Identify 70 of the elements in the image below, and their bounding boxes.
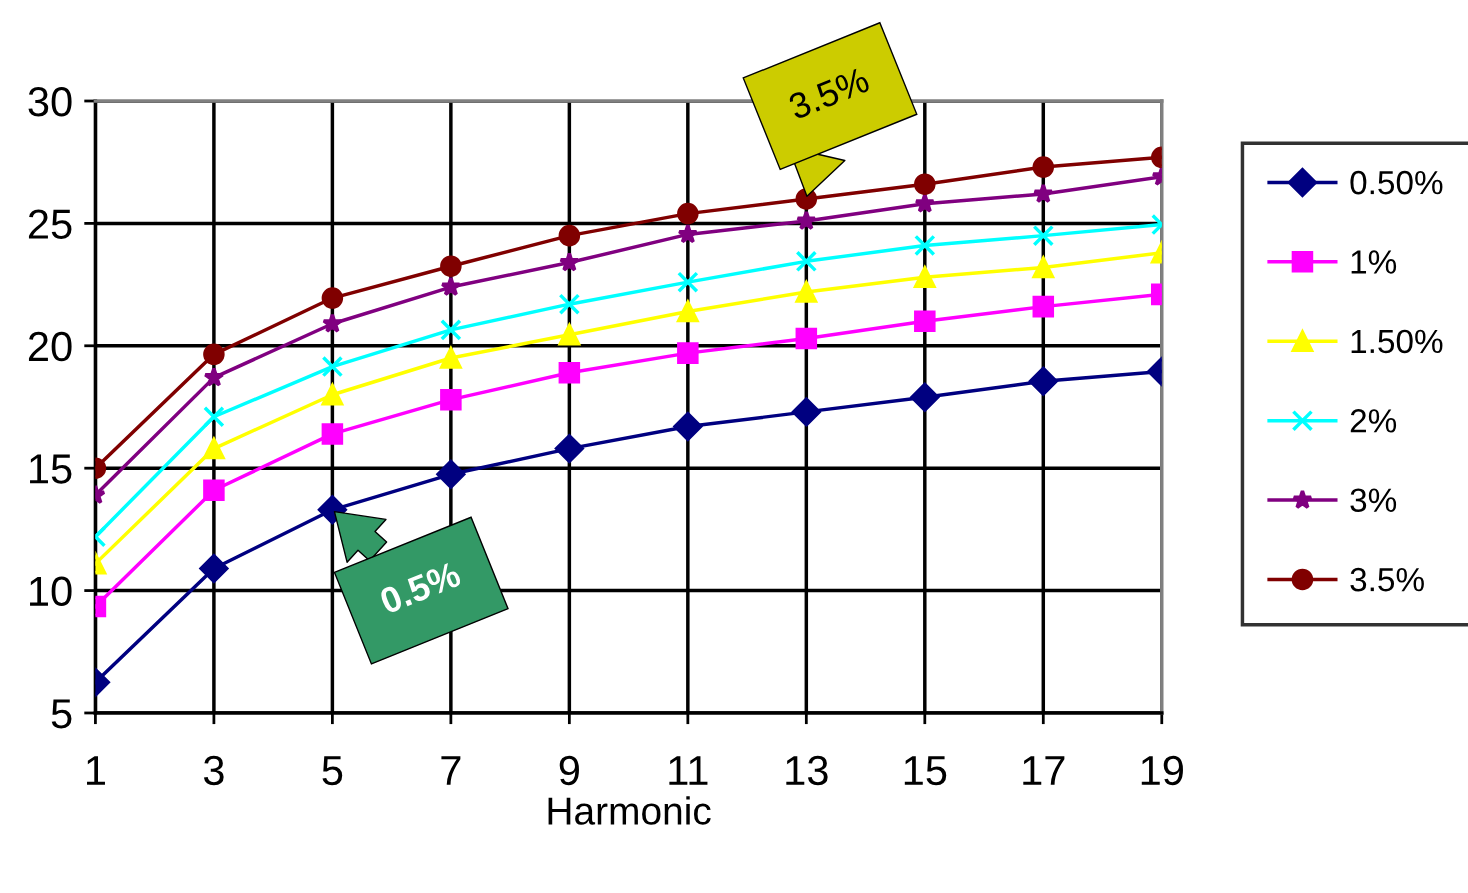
point (795, 327, 818, 350)
point (791, 397, 821, 427)
point (677, 271, 699, 293)
point (558, 293, 581, 315)
point (440, 319, 462, 341)
x-tick-label: 1 (87, 756, 105, 785)
y-tick-label: 25 (28, 209, 72, 239)
point (677, 223, 699, 244)
legend-label: 3% (1350, 488, 1397, 513)
point (914, 234, 936, 257)
point (1032, 295, 1055, 318)
point (440, 347, 462, 369)
point (796, 210, 817, 230)
point (914, 266, 936, 289)
point (203, 343, 225, 366)
point (673, 412, 703, 442)
y-tick-label: 15 (30, 454, 72, 484)
legend-label: 3.5% (1350, 567, 1424, 592)
legend-label: 0.50% (1350, 170, 1443, 195)
y-tick-label: 10 (30, 576, 72, 607)
point (1028, 366, 1058, 396)
x-tick-label: 15 (904, 756, 947, 786)
point (914, 193, 936, 213)
point (795, 281, 818, 303)
point (559, 251, 580, 272)
point (440, 255, 462, 277)
point (914, 310, 936, 333)
point (914, 173, 936, 195)
x-tick-label: 17 (1023, 756, 1065, 785)
point (436, 459, 466, 489)
point (1032, 183, 1054, 204)
point (677, 202, 699, 225)
point (321, 423, 344, 445)
x-tick-label: 13 (786, 755, 828, 786)
legend-label: 2% (1350, 409, 1397, 433)
x-axis-title: Harmonic (548, 796, 711, 825)
y-tick-label: 5 (51, 699, 72, 729)
point (910, 382, 940, 412)
x-tick-label: 7 (441, 756, 461, 785)
legend-label: 1% (1351, 250, 1397, 274)
y-tick-label: 30 (28, 87, 72, 117)
point (558, 361, 581, 384)
point (203, 406, 225, 428)
point (203, 366, 225, 387)
x-tick-label: 11 (669, 756, 708, 785)
y-tick-label: 20 (28, 331, 72, 362)
point (440, 276, 462, 297)
point (677, 342, 699, 364)
x-tick-label: 5 (322, 756, 343, 786)
point (322, 312, 343, 333)
x-tick-label: 3 (203, 755, 224, 786)
point (321, 287, 344, 309)
point (558, 224, 581, 247)
point (203, 479, 225, 501)
x-tick-label: 19 (1141, 755, 1183, 786)
x-tick-label: 9 (559, 755, 579, 786)
point (554, 434, 584, 464)
annotation: 0.5% (378, 560, 463, 615)
point (795, 250, 818, 273)
point (321, 355, 344, 378)
point (1032, 156, 1055, 178)
point (203, 435, 226, 460)
legend-label: 1.50% (1351, 329, 1443, 354)
point (199, 554, 229, 584)
point (1031, 254, 1055, 279)
annotation: 3.5% (787, 66, 871, 120)
point (1032, 224, 1055, 247)
point (440, 388, 462, 411)
point (320, 381, 345, 406)
point (676, 298, 700, 323)
